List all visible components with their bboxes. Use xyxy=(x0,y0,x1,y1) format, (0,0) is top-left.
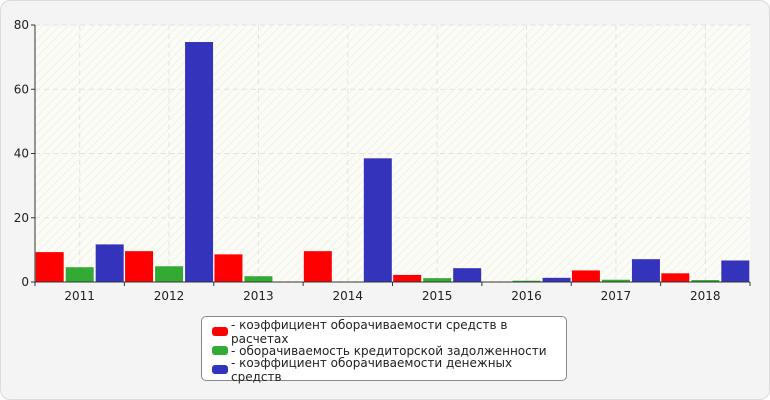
y-tick-label: 0 xyxy=(21,275,29,289)
axes xyxy=(31,24,751,286)
bar-2013-series-1 xyxy=(214,254,243,282)
legend-label-series-2: - оборачиваемость кредиторской задолженн… xyxy=(231,343,547,358)
x-tick-label: 2018 xyxy=(690,289,721,303)
tick-labels: 0 20 40 60 80 2011 2012 2013 2014 2015 2016 2017 201… xyxy=(14,18,721,303)
bar-2011-series-3 xyxy=(95,244,124,282)
bar-2014-series-3 xyxy=(363,158,392,282)
bar-2018-series-3 xyxy=(721,260,750,282)
bar-2013-series-2 xyxy=(244,276,273,282)
legend-item-series-3: - коэффициент оборачиваемости денежных с… xyxy=(212,356,566,384)
legend-label-series-1: - коэффициент оборачиваемости средств в … xyxy=(231,317,508,346)
y-tick-label: 40 xyxy=(14,147,29,161)
legend-swatch-green xyxy=(212,346,228,355)
bar-2012-series-2 xyxy=(155,266,184,282)
x-tick-label: 2017 xyxy=(601,289,632,303)
bar-2016-series-2 xyxy=(512,280,541,282)
bar-2011-series-2 xyxy=(65,267,94,282)
bar-2016-series-3 xyxy=(542,277,571,282)
legend: - коэффициент оборачиваемости средств в … xyxy=(201,316,567,384)
bar-2018-series-2 xyxy=(691,280,720,282)
bar-2017-series-3 xyxy=(631,259,660,282)
x-tick-label: 2013 xyxy=(243,289,274,303)
legend-swatch-red xyxy=(212,327,228,336)
y-tick-label: 80 xyxy=(14,18,29,32)
legend-label-series-3: - коэффициент оборачиваемости денежных с… xyxy=(231,355,513,384)
bar-2014-series-1 xyxy=(303,251,332,282)
legend-item-series-1: - коэффициент оборачиваемости средств в … xyxy=(212,318,566,346)
x-tick-label: 2015 xyxy=(422,289,453,303)
x-tick-label: 2012 xyxy=(154,289,185,303)
bars xyxy=(35,42,750,283)
x-tick-label: 2014 xyxy=(333,289,364,303)
legend-swatch-blue xyxy=(212,365,228,374)
bar-2012-series-3 xyxy=(185,42,214,283)
x-tick-label: 2011 xyxy=(64,289,95,303)
x-tick-label: 2016 xyxy=(511,289,542,303)
bar-2011-series-1 xyxy=(35,252,64,282)
bar-2012-series-1 xyxy=(125,251,154,282)
bar-2015-series-2 xyxy=(423,278,452,282)
grid xyxy=(35,24,750,282)
y-tick-label: 60 xyxy=(14,82,29,96)
bar-2018-series-1 xyxy=(661,273,690,282)
bar-2015-series-1 xyxy=(393,274,422,282)
bar-2017-series-1 xyxy=(571,270,600,282)
bar-2017-series-2 xyxy=(601,279,630,282)
y-tick-label: 20 xyxy=(14,211,29,225)
legend-item-series-2: - оборачиваемость кредиторской задолженн… xyxy=(212,341,566,360)
bar-2015-series-3 xyxy=(453,268,482,282)
